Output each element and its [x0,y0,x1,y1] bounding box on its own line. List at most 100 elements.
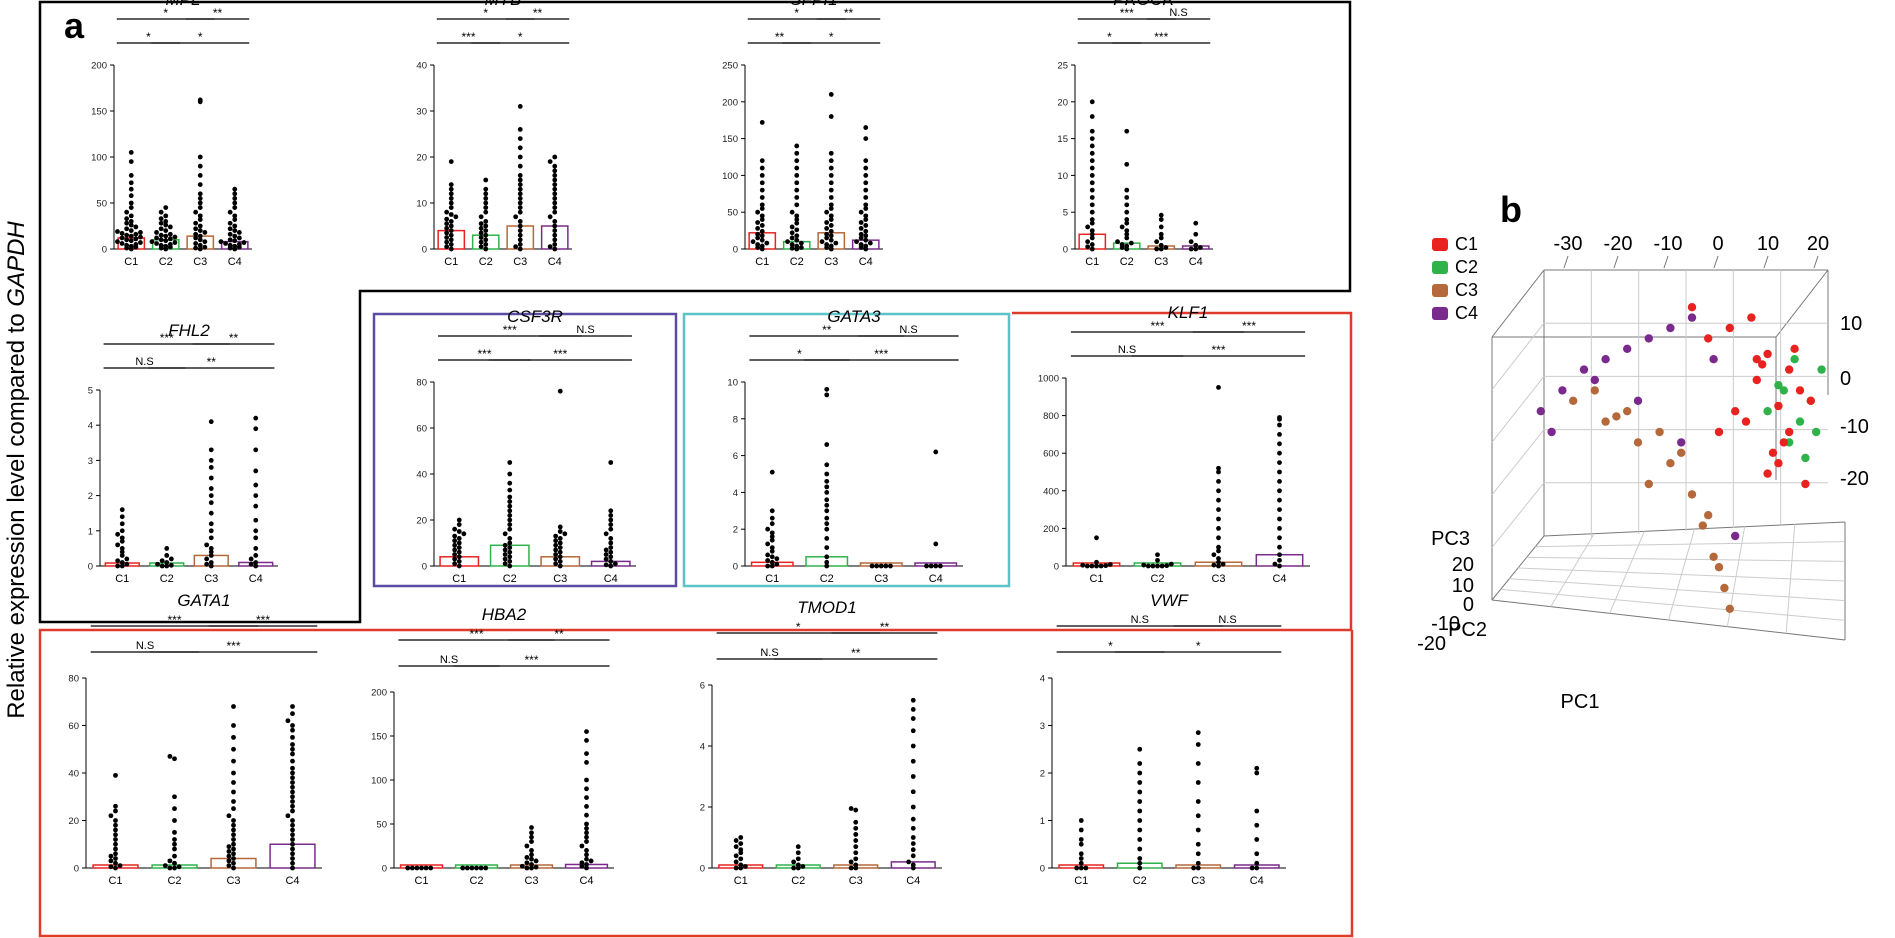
data-point [769,534,775,539]
data-point [290,846,295,852]
data-point [584,795,589,800]
significance-label: * [797,347,802,361]
data-point [552,219,558,224]
y-tick-label: 4 [88,421,93,432]
pca-top-tick [1563,255,1569,269]
data-point [1254,822,1260,828]
y-tick-label: 5 [1063,208,1068,219]
data-point [579,843,585,849]
data-point [1216,507,1221,512]
data-point [553,538,559,544]
data-point [553,533,559,539]
data-point [1124,220,1130,226]
significance-label: * [518,30,523,44]
y-tick-label: 0 [88,562,93,573]
significance-label: N.S [440,654,458,666]
data-point [138,230,143,235]
data-point [208,500,214,506]
chart-klf1: 0 200 400 600 800 1000 KLF1 *** *** N.S *** C1 C2 C3 C… [1038,303,1310,585]
data-point [290,860,295,866]
data-point [863,228,869,234]
category-label: C1 [452,573,466,585]
data-point [608,517,614,523]
data-point [231,758,236,764]
pca-top-tick-label: -30 [1554,233,1583,255]
pca-point-c3 [1720,583,1729,593]
data-point [557,540,563,546]
data-point [552,209,558,215]
data-point [819,239,825,245]
category-label: C2 [791,875,805,887]
data-point [405,865,411,871]
category-label: C4 [1272,573,1286,585]
data-point [456,536,462,541]
data-point [1277,441,1282,447]
data-point [452,556,458,562]
data-point [202,230,208,235]
category-label: C3 [1154,256,1168,268]
y-tick-label: 0 [700,864,705,875]
panel-a-letter: a [64,5,85,46]
data-point [547,214,553,220]
data-point [163,222,169,228]
data-point [1220,561,1226,567]
pca-grid-line [1500,588,1846,621]
y-tick-label: 250 [722,61,738,72]
data-point [759,237,765,243]
pca-point-c4 [1644,334,1654,343]
pca-point-c1 [1790,344,1799,353]
data-point [910,804,916,810]
category-label: C4 [579,875,593,887]
data-point [755,235,761,241]
data-point [584,786,589,792]
data-point [883,563,889,569]
significance-label: * [146,30,151,44]
pca-grid-line [1491,429,1545,496]
data-point [1107,562,1113,567]
data-point [507,540,513,546]
data-point [227,242,233,248]
data-point [608,554,614,560]
data-point [1137,837,1143,842]
pca-point-c1 [1714,427,1724,437]
data-point [168,556,174,562]
category-label: C1 [108,875,122,887]
data-point [863,233,869,239]
data-point [193,231,199,237]
data-point [231,827,236,833]
data-point [409,865,415,871]
data-point [1155,557,1160,563]
data-point [794,158,800,164]
chart-title: MPL [166,0,201,9]
data-point [452,542,458,548]
significance-label: *** [553,347,567,361]
data-point [507,517,513,523]
data-point [738,835,744,840]
data-point [464,865,470,871]
data-point [529,848,534,853]
data-point [290,775,295,781]
data-point [119,514,125,520]
y-tick-label: 100 [371,776,387,787]
data-point [236,230,242,235]
data-point [824,508,830,514]
data-point [1188,246,1194,252]
data-point [828,206,834,211]
data-point [789,230,795,236]
data-point [824,484,830,490]
data-point [1137,827,1143,833]
category-label: C4 [228,256,242,268]
data-point [733,865,739,871]
data-point [1137,818,1143,823]
data-point [428,865,434,871]
data-point [742,864,748,869]
data-point [828,150,834,156]
pca-y-axis-label: PC3 [1431,528,1470,550]
data-point [1137,780,1143,785]
y-tick-label: 20 [416,153,427,164]
chart-title: GATA3 [827,307,881,326]
data-point [507,554,513,560]
data-point [1158,235,1164,241]
data-point [529,839,534,844]
y-tick-label: 50 [376,820,387,831]
